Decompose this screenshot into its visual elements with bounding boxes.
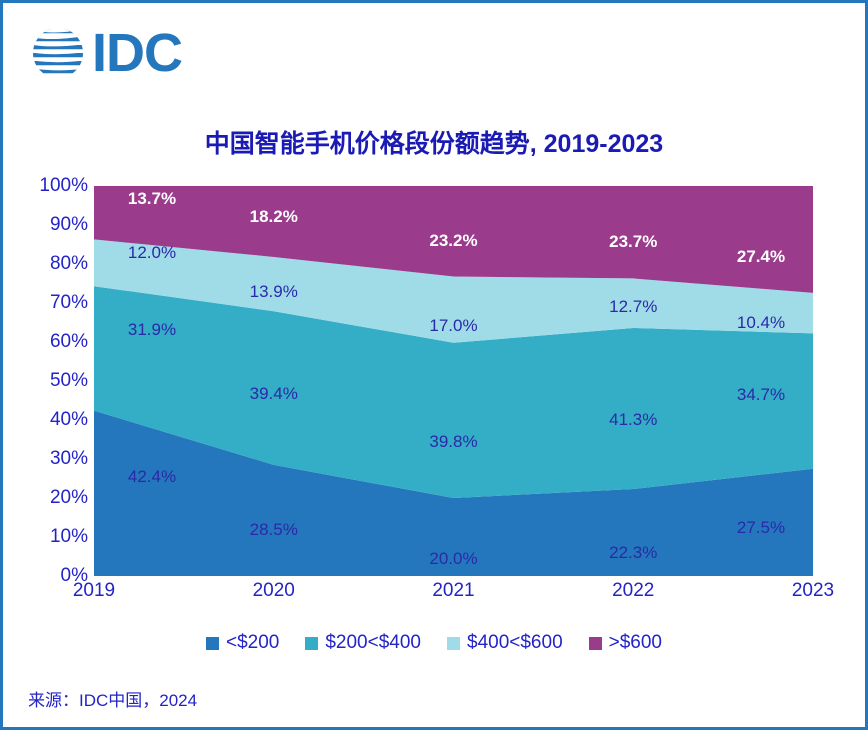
legend-swatch-icon: [588, 636, 602, 650]
data-label: 39.8%: [429, 432, 478, 452]
data-label: 23.2%: [429, 231, 478, 251]
x-axis: 2019 2020 2021 2022 2023: [73, 580, 834, 610]
data-label: 34.7%: [736, 385, 786, 405]
legend-item[interactable]: $200<$400: [305, 632, 421, 654]
chart-area: 100% 90% 80% 70% 60% 50% 40% 30% 20% 10% 0% 42.4% 2…: [0, 175, 868, 601]
legend-item[interactable]: <$200: [205, 632, 280, 654]
area-band: [94, 410, 813, 576]
chart-legend: <$200 $200<$400 $400<$600 >$600: [0, 632, 868, 654]
idc-logo: IDC: [30, 22, 220, 84]
area-series-svg: [94, 186, 813, 576]
y-axis: 100% 90% 80% 70% 60% 50% 40% 30% 20% 10% 0%: [8, 175, 88, 586]
legend-item[interactable]: $400<$600: [447, 632, 563, 654]
data-label: 18.2%: [249, 207, 298, 227]
y-axis-tick: 30%: [49, 448, 88, 469]
idc-logo-text: IDC: [92, 23, 183, 83]
legend-label: <$200: [225, 632, 280, 653]
data-label: 27.4%: [736, 247, 786, 267]
data-label: 28.5%: [249, 520, 298, 540]
y-axis-tick: 40%: [49, 409, 88, 430]
data-label: 22.3%: [609, 542, 658, 562]
y-axis-tick: 20%: [49, 487, 88, 508]
data-label: 13.9%: [249, 282, 298, 302]
legend-swatch-icon: [305, 636, 319, 650]
data-label: 17.0%: [429, 315, 478, 335]
data-label: 12.0%: [127, 242, 177, 262]
y-axis-tick: 0%: [60, 565, 88, 586]
legend-swatch-icon: [205, 636, 219, 650]
area-band: [94, 286, 813, 498]
stacked-area-plot: 42.4% 28.5% 20.0% 22.3% 27.5% 31.9% 39.4% 39.8%…: [94, 186, 813, 576]
legend-label: $400<$600: [467, 632, 563, 653]
x-axis-tick: 2020: [252, 580, 295, 601]
chart-title: 中国智能手机价格段份额趋势, 2019-2023: [204, 130, 664, 158]
data-label: 42.4%: [127, 467, 177, 487]
area-band: [94, 239, 813, 343]
data-label: 20.0%: [429, 549, 478, 568]
area-band: [94, 186, 813, 293]
legend-label: $200<$400: [325, 632, 421, 653]
data-label: 39.4%: [249, 384, 298, 404]
y-axis-tick: 60%: [49, 331, 88, 352]
x-axis-tick: 2023: [791, 580, 835, 601]
legend-label: >$600: [608, 632, 663, 653]
data-label: 27.5%: [736, 518, 786, 538]
x-axis-tick: 2021: [432, 580, 475, 601]
y-axis-tick: 80%: [49, 253, 88, 274]
y-axis-tick: 50%: [49, 370, 88, 391]
legend-item[interactable]: >$600: [588, 632, 663, 654]
data-label: 41.3%: [609, 410, 658, 430]
data-label: 12.7%: [609, 297, 658, 317]
y-axis-tick: 10%: [49, 526, 88, 547]
data-label: 31.9%: [127, 320, 177, 340]
x-axis-tick: 2022: [612, 580, 655, 601]
legend-swatch-icon: [447, 636, 460, 650]
y-axis-tick: 70%: [49, 292, 88, 313]
y-axis-tick: 100%: [39, 175, 88, 196]
y-axis-tick: 90%: [49, 214, 88, 235]
data-label: 10.4%: [736, 313, 786, 333]
data-label: 23.7%: [609, 232, 658, 252]
idc-globe-icon: [30, 25, 86, 81]
data-label: 13.7%: [127, 188, 177, 208]
x-axis-tick: 2019: [72, 580, 116, 601]
source-note: 来源：IDC中国，2024: [28, 691, 198, 710]
